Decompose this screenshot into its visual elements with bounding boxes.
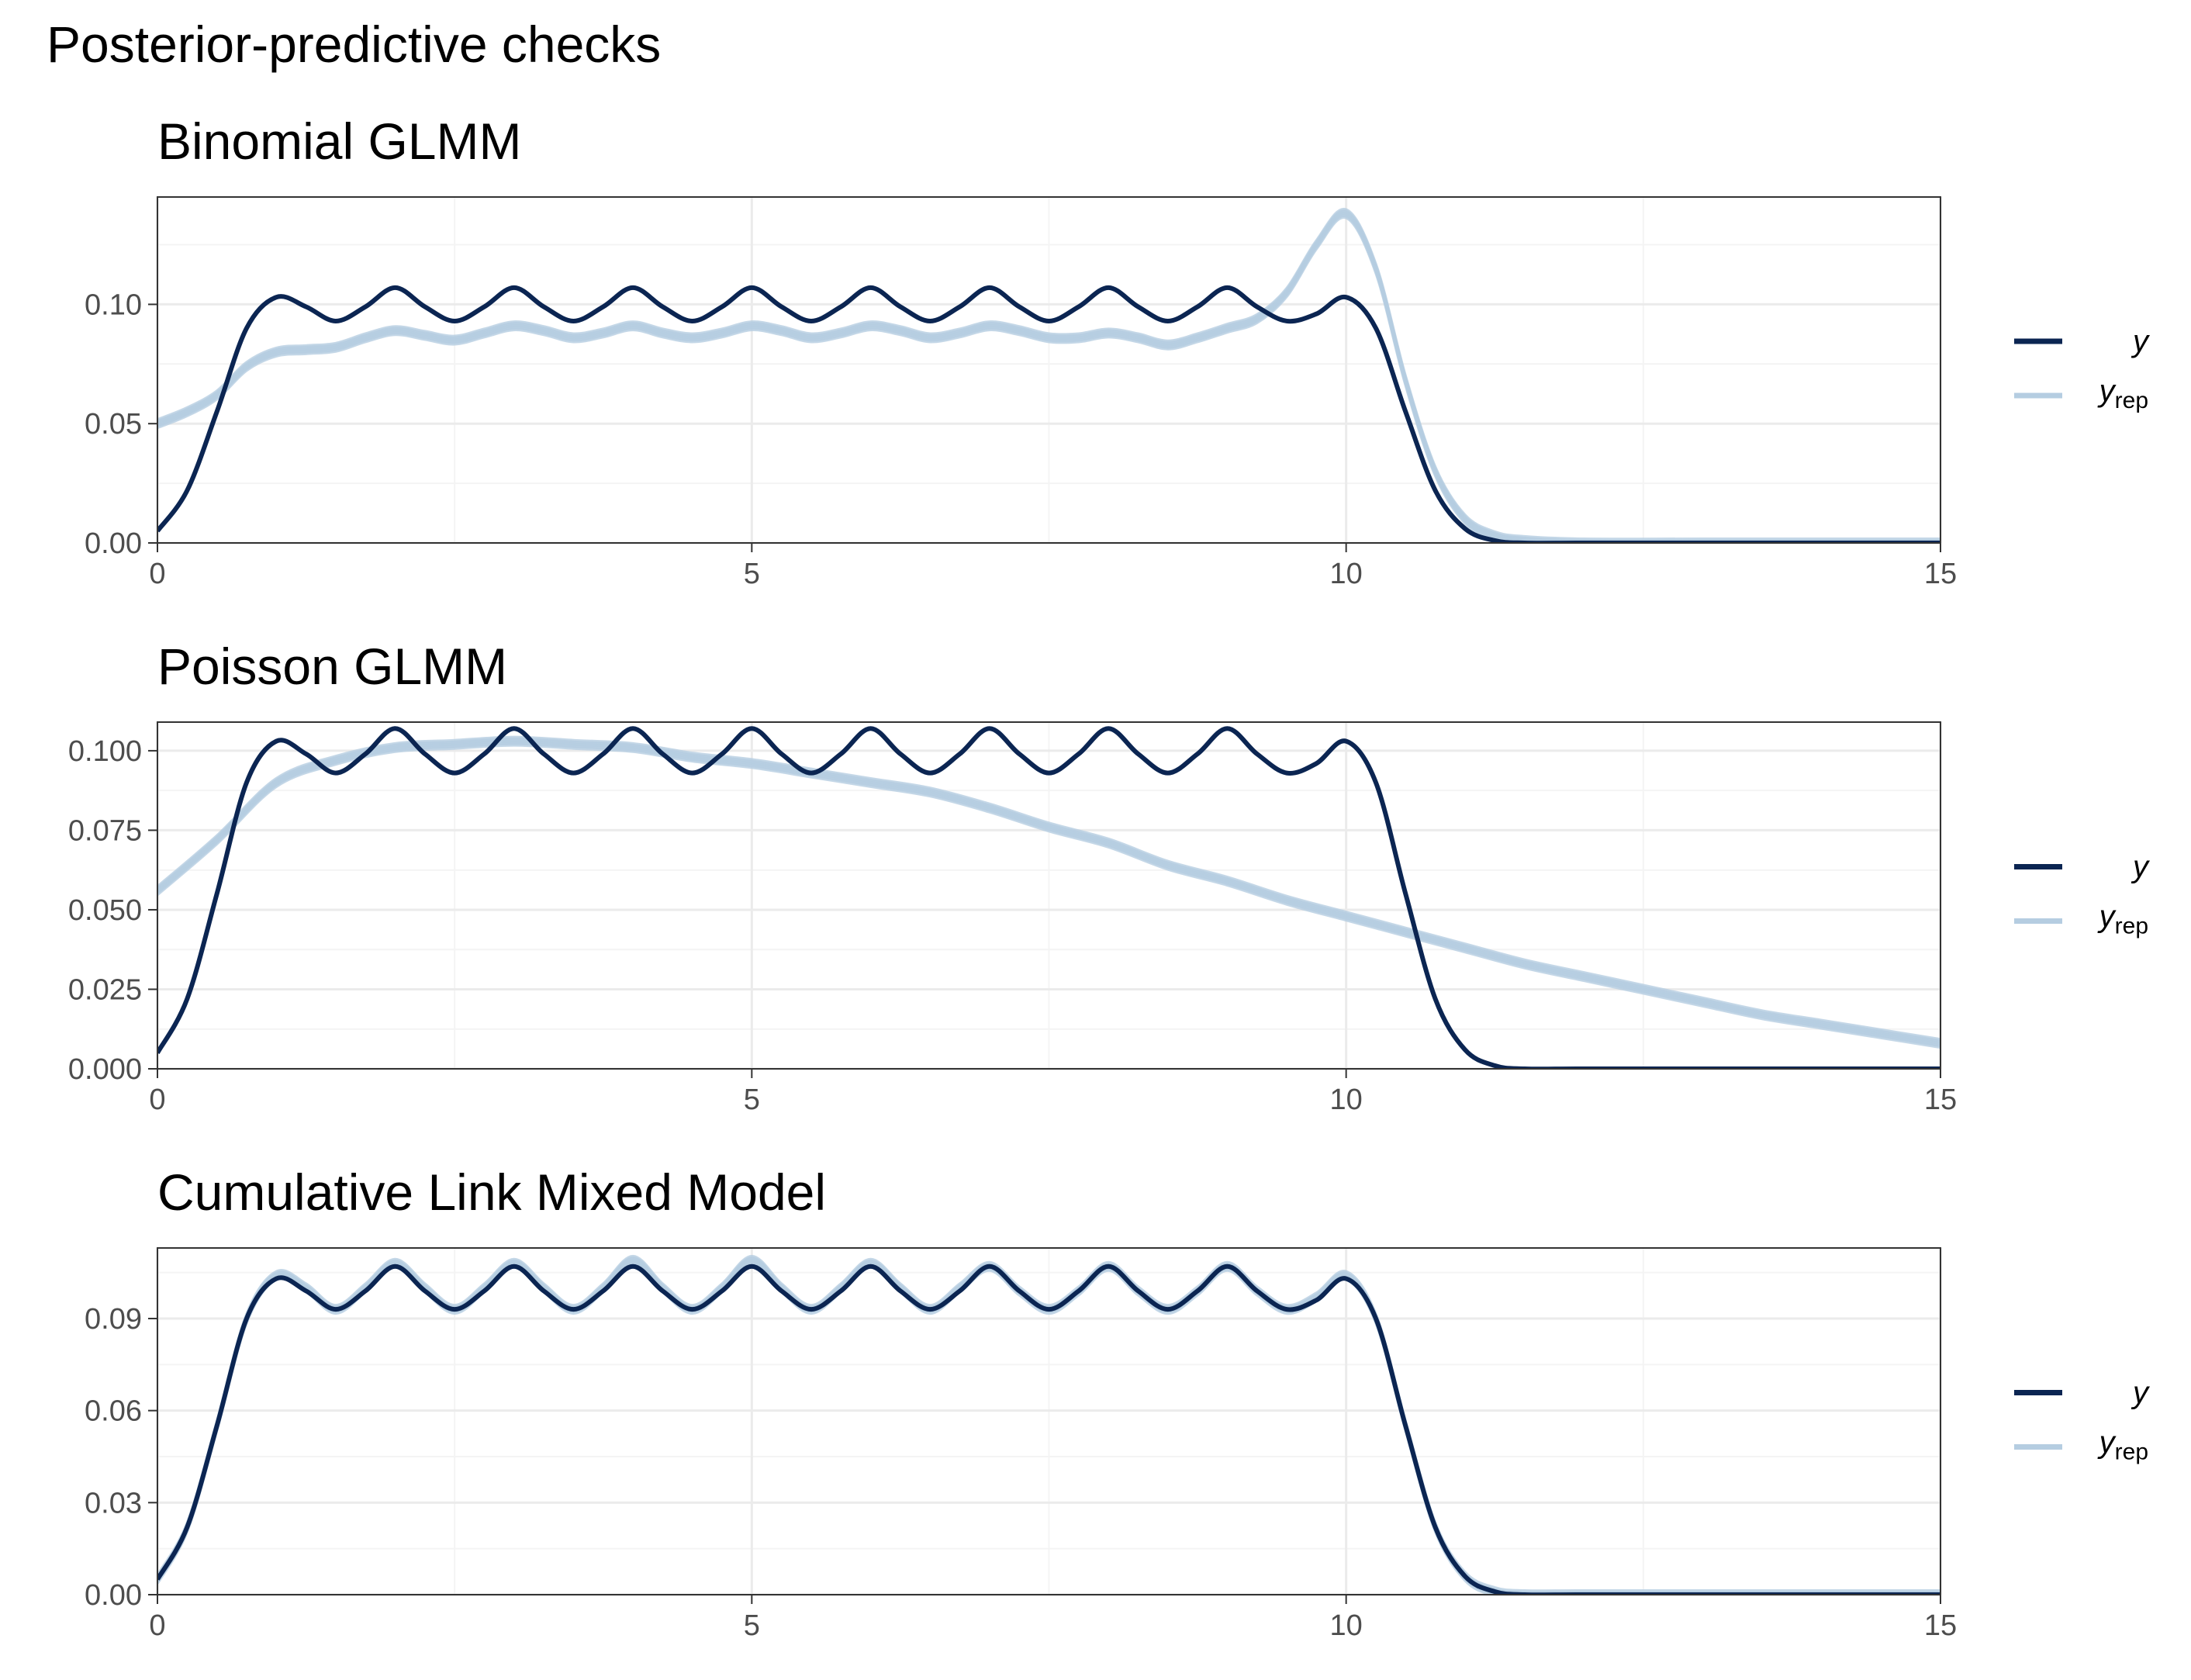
legend-label-yrep-main: y bbox=[2097, 1426, 2117, 1460]
x-tick-label: 5 bbox=[744, 1084, 760, 1116]
y-line bbox=[157, 726, 1940, 1069]
y-tick-label: 0.050 bbox=[68, 894, 142, 927]
legend-label-yrep-sub: rep bbox=[2115, 1440, 2148, 1465]
figure-title: Posterior-predictive checks bbox=[47, 16, 661, 73]
panel-border bbox=[157, 196, 1941, 544]
legend-label-yrep-sub: rep bbox=[2115, 914, 2148, 939]
legend-label-yrep-sub: rep bbox=[2115, 388, 2148, 413]
plot-area bbox=[157, 1254, 1940, 1595]
y-tick-label: 0.025 bbox=[68, 973, 142, 1006]
y-tick-label: 0.06 bbox=[85, 1395, 142, 1428]
x-tick-label: 10 bbox=[1330, 1609, 1363, 1642]
panel-title: Cumulative Link Mixed Model bbox=[157, 1163, 826, 1221]
panel-title: Binomial GLMM bbox=[157, 112, 521, 170]
y-tick-label: 0.03 bbox=[85, 1487, 142, 1519]
x-tick-label: 0 bbox=[149, 1084, 165, 1116]
y-line bbox=[157, 1263, 1940, 1595]
y-tick-label: 0.05 bbox=[85, 408, 142, 441]
legend-label-y: y bbox=[2131, 850, 2151, 884]
panel-3: Cumulative Link Mixed Model 0 5 10 15 0.00 0.0… bbox=[85, 1163, 2151, 1642]
y-tick-label: 0.100 bbox=[68, 735, 142, 768]
panel-2: Poisson GLMM 0 5 10 15 0.000 0.025 0.050 0.075 0.… bbox=[68, 638, 2151, 1116]
x-tick-label: 0 bbox=[149, 558, 165, 590]
y-tick-label: 0.09 bbox=[85, 1303, 142, 1336]
x-tick-label: 5 bbox=[744, 558, 760, 590]
y-tick-label: 0.10 bbox=[85, 289, 142, 321]
x-tick-label: 15 bbox=[1924, 1084, 1957, 1116]
plot-area bbox=[157, 726, 1940, 1069]
legend-label-yrep-main: y bbox=[2097, 900, 2117, 934]
panel-border bbox=[157, 1247, 1941, 1595]
yrep-draws bbox=[157, 208, 1940, 543]
y-tick-label: 0.000 bbox=[68, 1053, 142, 1086]
yrep-line bbox=[157, 743, 1940, 1049]
legend-label-yrep: yrep bbox=[2097, 900, 2148, 939]
x-tick-label: 15 bbox=[1924, 558, 1957, 590]
legend-label-yrep: yrep bbox=[2097, 1426, 2148, 1465]
y-tick-label: 0.075 bbox=[68, 814, 142, 847]
x-tick-label: 15 bbox=[1924, 1609, 1957, 1642]
yrep-line bbox=[157, 216, 1526, 543]
x-tick-label: 10 bbox=[1330, 558, 1363, 590]
y-line bbox=[157, 285, 1940, 543]
legend-label-yrep-main: y bbox=[2097, 374, 2117, 408]
legend-label-yrep: yrep bbox=[2097, 374, 2148, 413]
x-tick-label: 0 bbox=[149, 1609, 165, 1642]
legend-label-y: y bbox=[2131, 1376, 2151, 1410]
panel-border bbox=[157, 721, 1941, 1070]
x-tick-label: 10 bbox=[1330, 1084, 1363, 1116]
legend-label-y: y bbox=[2131, 324, 2151, 358]
plot-area bbox=[157, 208, 1940, 543]
y-tick-label: 0.00 bbox=[85, 1579, 142, 1612]
x-tick-label: 5 bbox=[744, 1609, 760, 1642]
yrep-draws bbox=[157, 735, 1940, 1049]
y-tick-label: 0.00 bbox=[85, 527, 142, 560]
panel-title: Poisson GLMM bbox=[157, 638, 507, 695]
